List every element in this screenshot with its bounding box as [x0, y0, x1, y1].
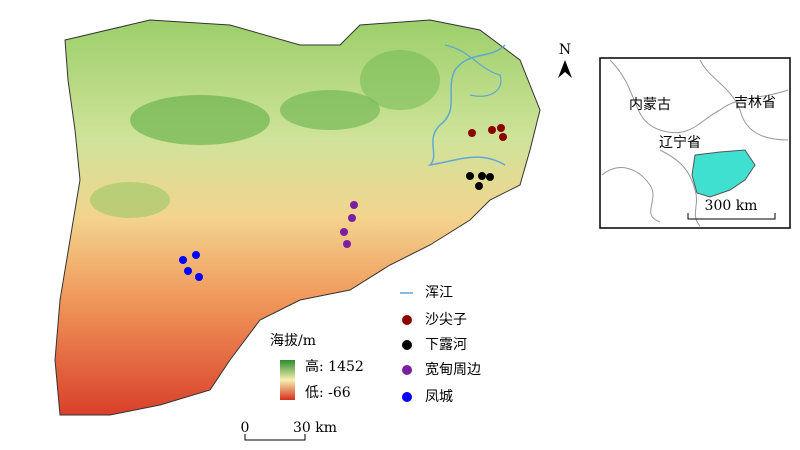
inset-label: 内蒙古 [629, 97, 671, 113]
inset-label: 辽宁省 [659, 134, 701, 151]
region [54, 19, 541, 416]
legend-label: 凤城 [425, 389, 453, 405]
north-label: N [559, 42, 571, 58]
legend-label: 浑江 [425, 285, 453, 301]
inset-map: 内蒙古 吉林省 辽宁省 300 km [599, 57, 791, 229]
inset-label: 吉林省 [734, 95, 776, 111]
elevation-high: 高: 1452 [305, 358, 364, 375]
legend-label: 下露河 [425, 337, 467, 353]
elevation-legend: 海拔/m 高: 1452 低: -66 [270, 333, 364, 401]
scale-bar: 0 30 km [241, 420, 337, 441]
scale-start: 0 [241, 420, 250, 436]
legend-label: 沙尖子 [425, 312, 467, 328]
inset-scale-label: 300 km [705, 198, 758, 214]
legend-label: 宽甸周边 [425, 361, 481, 378]
scale-end: 30 km [293, 420, 337, 436]
elevation-low: 低: -66 [305, 385, 351, 401]
sites [179, 124, 507, 281]
elevation-title: 海拔/m [270, 333, 316, 349]
north-arrow: N [558, 42, 572, 78]
legend: 浑江 沙尖子 下露河 宽甸周边 凤城 [400, 285, 481, 405]
